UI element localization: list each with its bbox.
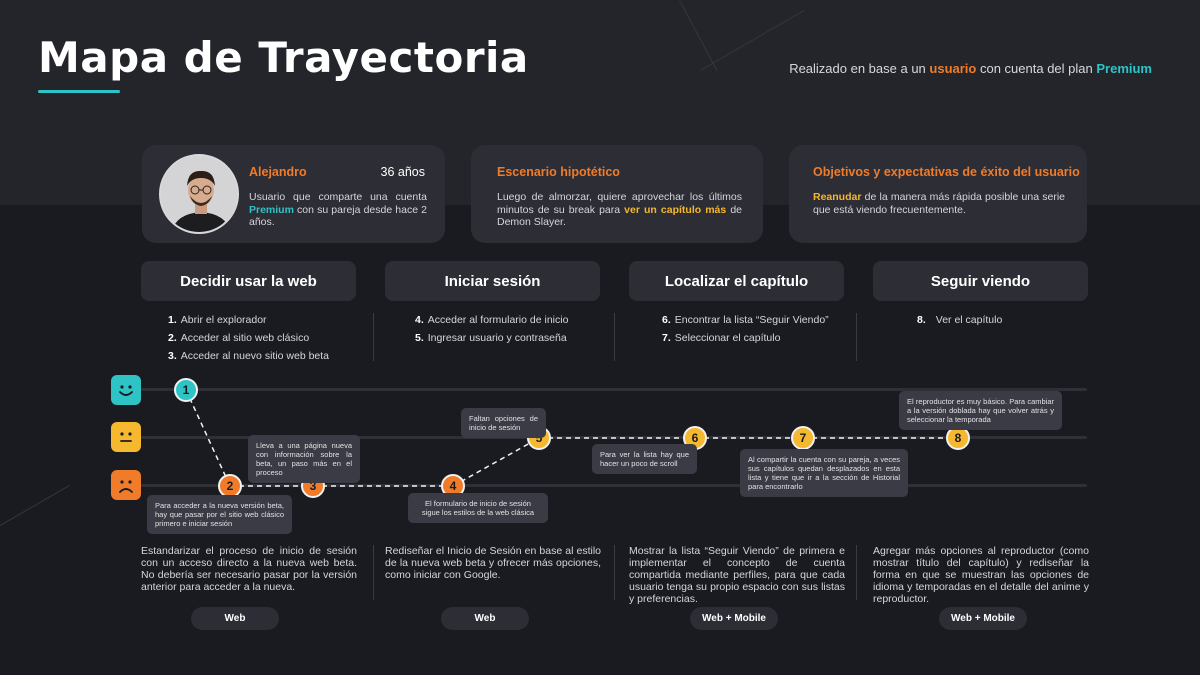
step-number: 2. [168, 332, 177, 344]
avatar [159, 154, 239, 234]
step-item: 1. Abrir el explorador [168, 313, 329, 331]
scenario-text-part: de Demon Slayer. [497, 203, 742, 229]
pain-point-note: Para ver la lista hay que hacer un poco … [592, 444, 697, 474]
pain-point-note: Lleva a una página nueva con información… [248, 435, 360, 483]
neutral-face-icon [111, 422, 141, 452]
step-text: Acceder al formulario de inicio [427, 314, 569, 326]
page-title: Mapa de Trayectoria [38, 33, 529, 82]
goals-text-part: de la manera más rápida posible una seri… [813, 191, 1065, 216]
step-text: Acceder al nuevo sitio web beta [180, 350, 330, 362]
divider [373, 313, 374, 361]
platform-badge-4: Web + Mobile [939, 607, 1027, 630]
step-text: Seleccionar el capítulo [674, 332, 781, 344]
stage-header-4: Seguir viendo [873, 261, 1088, 301]
step-text: Abrir el explorador [180, 314, 267, 326]
step-text: Encontrar la lista “Seguir Viendo” [674, 314, 829, 326]
step-item: 6. Encontrar la lista “Seguir Viendo” [662, 313, 829, 331]
happy-face-icon [111, 375, 141, 405]
scenario-card: Escenario hipotético Luego de almorzar, … [471, 145, 763, 243]
persona-desc-text: Usuario que comparte una cuenta [249, 191, 427, 203]
step-item: 7. Seleccionar el capítulo [662, 331, 829, 349]
persona-age: 36 años [380, 165, 425, 179]
divider [373, 545, 374, 600]
journey-connector [452, 437, 540, 487]
pain-point-note: Al compartir la cuenta con su pareja, a … [740, 449, 908, 497]
emotion-track-sad [141, 484, 1087, 487]
step-item: 3. Acceder al nuevo sitio web beta [168, 349, 329, 367]
step-number: 7. [662, 332, 671, 344]
persona-name: Alejandro [249, 165, 307, 179]
pain-point-note: Faltan opciones de inicio de sesión [461, 408, 546, 438]
goals-text: Reanudar de la manera más rápida posible… [813, 191, 1065, 216]
journey-connector [185, 389, 231, 487]
step-number: 1. [168, 314, 177, 326]
divider [614, 545, 615, 600]
pain-point-note: El reproductor es muy básico. Para cambi… [899, 391, 1062, 430]
subtitle-text: con cuenta del plan [976, 61, 1097, 76]
persona-card: Alejandro 36 años Usuario que comparte u… [142, 145, 445, 243]
scenario-title: Escenario hipotético [497, 165, 620, 179]
stage-header-3: Localizar el capítulo [629, 261, 844, 301]
step-text: Acceder al sitio web clásico [180, 332, 310, 344]
subtitle-user: usuario [929, 61, 977, 76]
persona-plan: Premium [249, 203, 294, 216]
goals-highlight: Reanudar [813, 191, 862, 203]
journey-point-1: 1 [174, 378, 198, 402]
step-text: Ver el capítulo [935, 314, 1003, 326]
stage-2-steps: 4. Acceder al formulario de inicio 5. Ingr… [415, 313, 568, 349]
step-number: 3. [168, 350, 177, 362]
sad-face-icon [111, 470, 141, 500]
stage-header-2: Iniciar sesión [385, 261, 600, 301]
step-number: 4. [415, 314, 424, 326]
goals-card: Objetivos y expectativas de éxito del us… [789, 145, 1087, 243]
journey-point-8: 8 [946, 426, 970, 450]
stage-1-steps: 1. Abrir el explorador 2. Acceder al sitio… [168, 313, 329, 367]
subtitle-plan: Premium [1096, 61, 1152, 76]
subtitle: Realizado en base a un usuario con cuent… [789, 61, 1152, 76]
step-number: 8. [917, 314, 926, 326]
journey-point-7: 7 [791, 426, 815, 450]
stage-header-1: Decidir usar la web [141, 261, 356, 301]
divider [614, 313, 615, 361]
step-number: 5. [415, 332, 424, 344]
step-text: Ingresar usuario y contraseña [427, 332, 567, 344]
stage-4-steps: 8. Ver el capítulo [917, 313, 1002, 331]
solution-text-1: Estandarizar el proceso de inicio de ses… [141, 545, 357, 593]
persona-description: Usuario que comparte una cuenta Premium … [249, 191, 427, 229]
step-item: 2. Acceder al sitio web clásico [168, 331, 329, 349]
platform-badge-1: Web [191, 607, 279, 630]
scenario-text-part: Luego de almorzar, quiere aprovechar los… [497, 191, 742, 216]
goals-title: Objetivos y expectativas de éxito del us… [813, 165, 1080, 179]
scenario-text: Luego de almorzar, quiere aprovechar los… [497, 191, 742, 229]
title-underline [38, 90, 120, 93]
step-item: 4. Acceder al formulario de inicio [415, 313, 568, 331]
platform-badge-2: Web [441, 607, 529, 630]
persona-desc-text: con su pareja desde hace 2 años. [249, 203, 427, 229]
divider [856, 545, 857, 600]
pain-point-note: El formulario de inicio de sesión sigue … [408, 493, 548, 523]
step-number: 6. [662, 314, 671, 326]
pain-point-note: Para acceder a la nueva versión beta, ha… [147, 495, 292, 534]
stage-3-steps: 6. Encontrar la lista “Seguir Viendo” 7. S… [662, 313, 829, 349]
step-item: 8. Ver el capítulo [917, 313, 1002, 331]
platform-badge-3: Web + Mobile [690, 607, 778, 630]
divider [856, 313, 857, 361]
subtitle-text: Realizado en base a un [789, 61, 930, 76]
step-item: 5. Ingresar usuario y contraseña [415, 331, 568, 349]
solution-text-4: Agregar más opciones al reproductor (com… [873, 545, 1089, 605]
solution-text-3: Mostrar la lista “Seguir Viendo” de prim… [629, 545, 845, 605]
solution-text-2: Rediseñar el Inicio de Sesión en base al… [385, 545, 601, 581]
emotion-track-happy [141, 388, 1087, 391]
scenario-highlight: ver un capítulo más [624, 203, 727, 216]
